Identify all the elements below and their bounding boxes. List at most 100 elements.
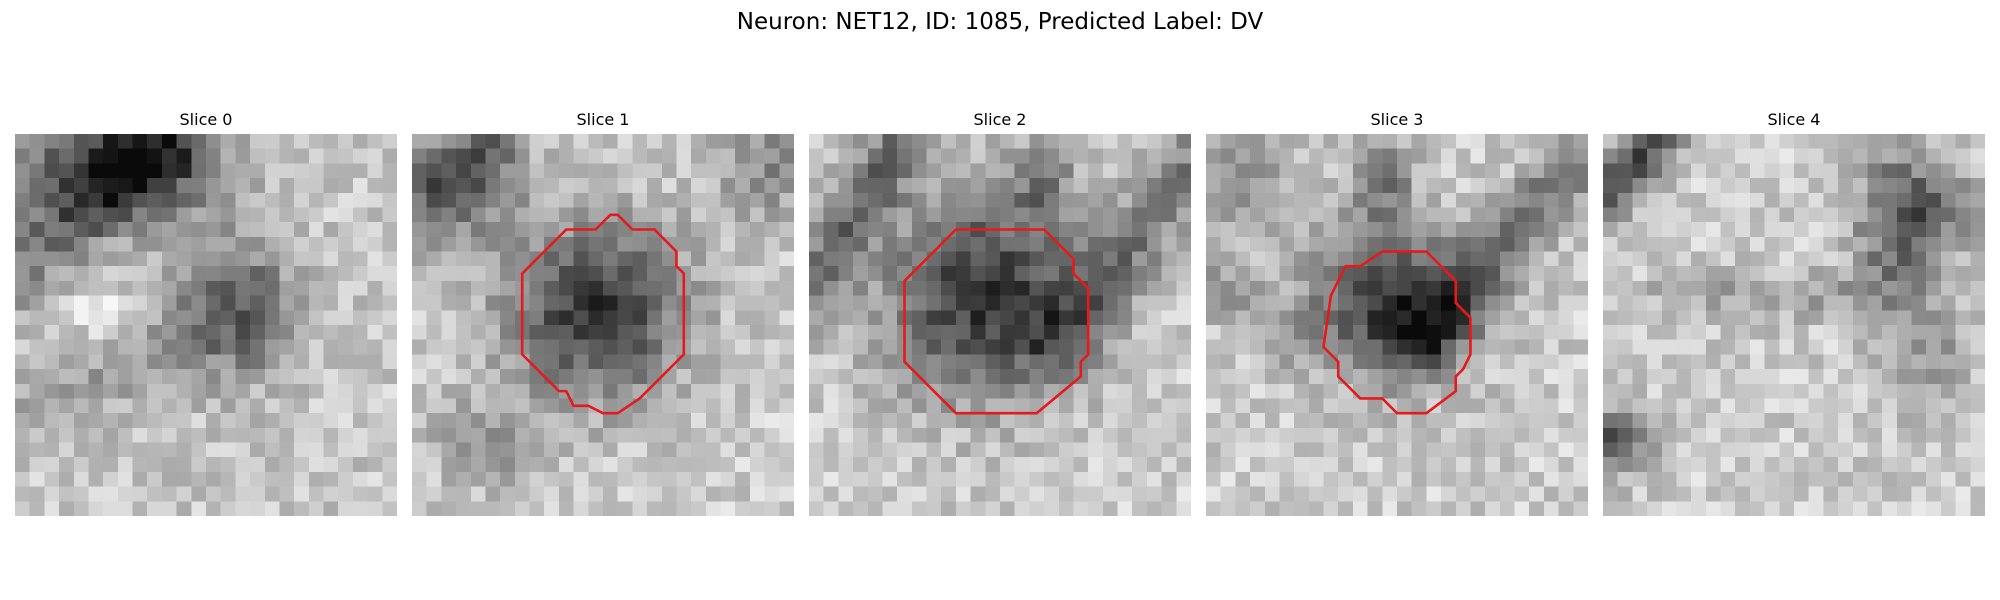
image-pixel — [426, 222, 442, 238]
image-pixel — [191, 398, 207, 414]
image-pixel — [382, 442, 397, 458]
image-pixel — [117, 251, 133, 267]
image-pixel — [1323, 178, 1339, 194]
image-pixel — [308, 236, 324, 252]
image-pixel — [367, 178, 383, 194]
image-pixel — [367, 192, 383, 208]
image-pixel — [1838, 471, 1854, 487]
image-pixel — [88, 442, 104, 458]
image-pixel — [544, 310, 560, 326]
image-pixel — [1294, 471, 1310, 487]
image-pixel — [838, 501, 854, 516]
image-pixel — [1014, 236, 1030, 252]
image-pixel — [1823, 486, 1839, 502]
image-pixel — [1044, 178, 1060, 194]
image-pixel — [426, 192, 442, 208]
image-pixel — [1794, 134, 1809, 149]
image-pixel — [426, 339, 442, 355]
image-pixel — [647, 427, 663, 443]
image-pixel — [1441, 280, 1457, 296]
image-pixel — [294, 339, 310, 355]
image-pixel — [88, 413, 104, 429]
image-pixel — [705, 207, 721, 223]
image-pixel — [926, 222, 942, 238]
image-pixel — [1250, 134, 1266, 149]
image-pixel — [323, 178, 339, 194]
image-pixel — [647, 398, 663, 414]
image-pixel — [1250, 457, 1266, 473]
image-pixel — [1176, 295, 1191, 311]
image-pixel — [279, 251, 295, 267]
image-pixel — [1161, 310, 1177, 326]
image-pixel — [367, 163, 383, 179]
image-pixel — [441, 398, 457, 414]
image-pixel — [573, 178, 589, 194]
image-pixel — [809, 178, 824, 194]
image-pixel — [88, 310, 104, 326]
image-pixel — [661, 486, 677, 502]
image-pixel — [1632, 457, 1648, 473]
image-pixel — [1073, 192, 1089, 208]
image-pixel — [294, 383, 310, 399]
image-pixel — [264, 236, 280, 252]
image-pixel — [220, 486, 236, 502]
image-pixel — [1882, 442, 1898, 458]
image-pixel — [779, 457, 794, 473]
slice-image-0 — [15, 134, 397, 516]
image-pixel — [1543, 236, 1559, 252]
image-pixel — [1720, 442, 1736, 458]
image-pixel — [1749, 134, 1765, 149]
image-pixel — [573, 471, 589, 487]
image-pixel — [838, 222, 854, 238]
image-pixel — [955, 427, 971, 443]
image-pixel — [1558, 325, 1574, 340]
image-pixel — [1014, 427, 1030, 443]
image-pixel — [308, 398, 324, 414]
image-pixel — [1044, 457, 1060, 473]
image-pixel — [308, 310, 324, 326]
image-pixel — [720, 442, 736, 458]
image-pixel — [1014, 471, 1030, 487]
image-pixel — [809, 486, 824, 502]
image-pixel — [926, 266, 942, 282]
image-pixel — [1573, 486, 1588, 502]
image-pixel — [1749, 457, 1765, 473]
image-pixel — [882, 134, 898, 149]
image-pixel — [1029, 383, 1045, 399]
image-pixel — [558, 148, 574, 164]
image-pixel — [1543, 471, 1559, 487]
image-pixel — [1220, 486, 1236, 502]
image-pixel — [1338, 178, 1354, 194]
image-pixel — [1867, 471, 1883, 487]
image-pixel — [1146, 163, 1162, 179]
image-pixel — [764, 325, 780, 340]
image-pixel — [661, 280, 677, 296]
image-pixel — [823, 192, 839, 208]
image-pixel — [485, 280, 501, 296]
image-pixel — [1852, 354, 1868, 370]
image-pixel — [235, 457, 251, 473]
image-pixel — [1279, 501, 1295, 516]
image-pixel — [955, 310, 971, 326]
image-pixel — [1250, 486, 1266, 502]
image-pixel — [617, 354, 633, 370]
image-pixel — [1499, 295, 1515, 311]
image-pixel — [941, 325, 957, 340]
image-pixel — [1250, 501, 1266, 516]
image-pixel — [853, 398, 869, 414]
image-pixel — [206, 280, 221, 296]
image-pixel — [1206, 325, 1221, 340]
image-pixel — [1632, 148, 1648, 164]
image-pixel — [250, 486, 266, 502]
image-pixel — [970, 369, 986, 385]
image-pixel — [514, 427, 530, 443]
image-pixel — [1867, 398, 1883, 414]
image-pixel — [955, 192, 971, 208]
image-pixel — [661, 178, 677, 194]
image-pixel — [132, 236, 148, 252]
image-pixel — [161, 339, 177, 355]
image-pixel — [1808, 398, 1824, 414]
image-pixel — [1676, 192, 1692, 208]
image-pixel — [1029, 398, 1045, 414]
image-pixel — [573, 207, 589, 223]
